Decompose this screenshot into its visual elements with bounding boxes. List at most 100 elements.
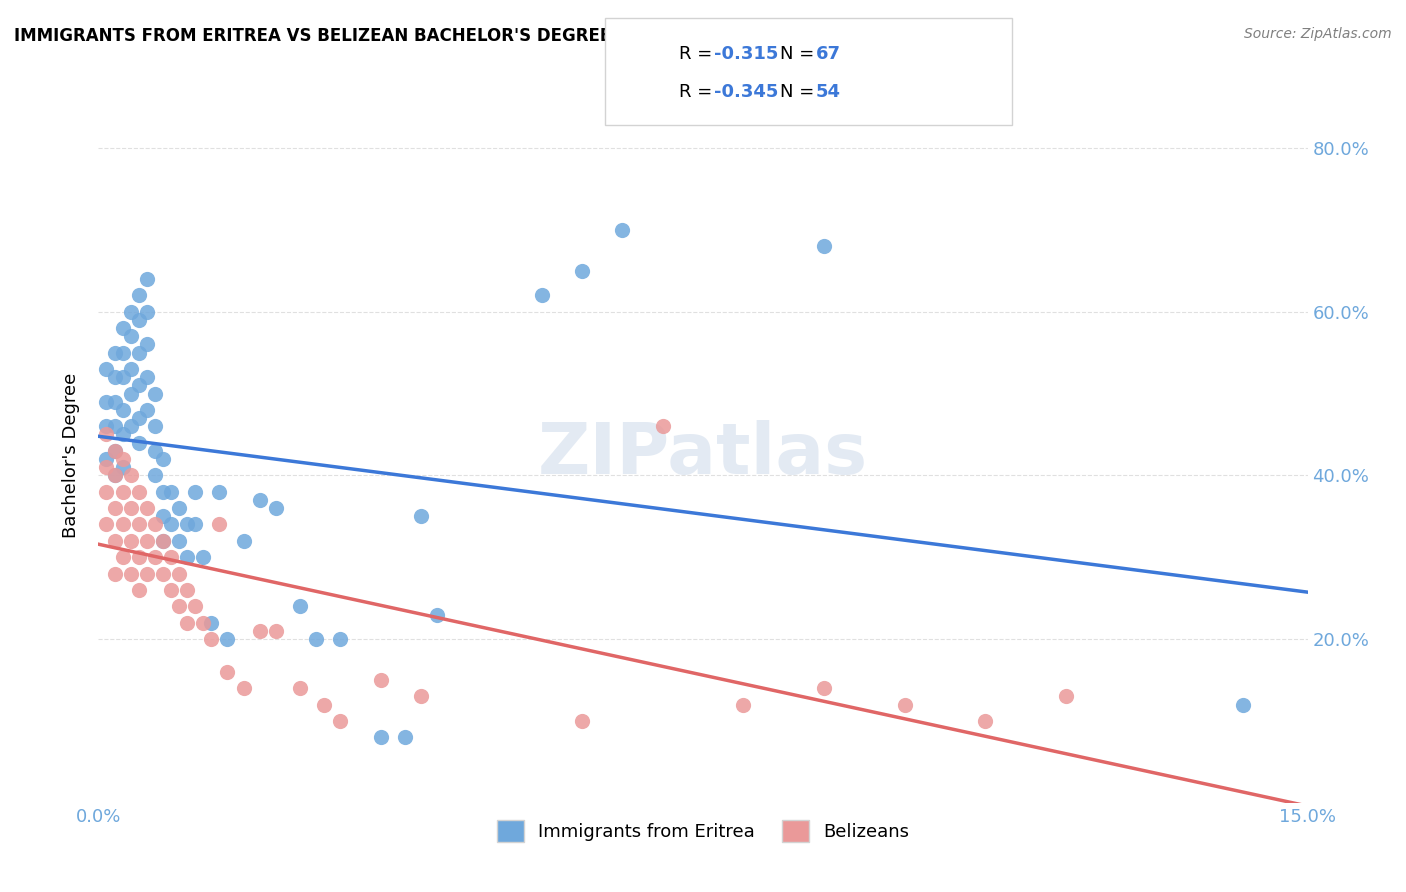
Point (288, 599, 311, 614)
Point (612, 223, 634, 237)
Point (96, 484, 118, 499)
Point (176, 582, 198, 597)
Point (128, 313, 150, 327)
Point (167, 599, 190, 614)
Point (264, 501, 287, 516)
Point (1054, 690, 1077, 704)
Point (96, 362, 118, 376)
Point (143, 419, 166, 434)
Point (232, 681, 254, 696)
Point (120, 501, 142, 516)
Point (103, 345, 125, 359)
Point (143, 386, 166, 401)
Point (135, 304, 157, 318)
Text: N =: N = (780, 45, 820, 62)
Text: R =: R = (679, 45, 718, 62)
Point (200, 615, 222, 630)
Point (120, 329, 142, 343)
Point (111, 460, 134, 475)
Text: Source: ZipAtlas.com: Source: ZipAtlas.com (1244, 27, 1392, 41)
Point (103, 443, 125, 458)
Point (96, 394, 118, 409)
Point (974, 714, 997, 728)
Point (813, 681, 835, 696)
Point (128, 288, 150, 302)
Point (571, 264, 593, 278)
Point (217, 632, 239, 646)
Point (135, 337, 157, 351)
Text: IMMIGRANTS FROM ERITREA VS BELIZEAN BACHELOR'S DEGREE CORRELATION CHART: IMMIGRANTS FROM ERITREA VS BELIZEAN BACH… (14, 27, 817, 45)
Point (111, 550, 134, 565)
Point (264, 624, 287, 638)
Point (184, 484, 207, 499)
Point (152, 484, 174, 499)
Point (200, 632, 222, 646)
Point (1232, 698, 1254, 712)
Point (571, 714, 593, 728)
Point (208, 484, 231, 499)
Point (208, 517, 231, 532)
Point (217, 665, 239, 679)
Point (893, 698, 915, 712)
Point (128, 582, 150, 597)
Point (143, 443, 166, 458)
Point (111, 403, 134, 417)
Point (733, 698, 755, 712)
Point (128, 345, 150, 359)
Point (103, 443, 125, 458)
Point (96, 452, 118, 467)
Point (103, 419, 125, 434)
Point (176, 615, 198, 630)
Point (135, 533, 157, 548)
Point (409, 690, 432, 704)
Point (160, 517, 183, 532)
Point (128, 411, 150, 425)
Point (314, 698, 336, 712)
Point (135, 501, 157, 516)
Point (651, 419, 673, 434)
Point (152, 452, 174, 467)
Point (184, 599, 207, 614)
Point (249, 492, 271, 507)
Point (111, 484, 134, 499)
Text: N =: N = (780, 83, 820, 101)
Point (167, 533, 190, 548)
Point (128, 517, 150, 532)
Point (111, 345, 134, 359)
Point (96, 427, 118, 442)
Point (152, 533, 174, 548)
Point (103, 533, 125, 548)
Point (152, 566, 174, 581)
Point (111, 370, 134, 384)
Point (111, 427, 134, 442)
Point (813, 239, 835, 253)
Point (111, 321, 134, 335)
Point (143, 468, 166, 483)
Text: ZIPatlas: ZIPatlas (538, 420, 868, 490)
Point (143, 550, 166, 565)
Point (120, 362, 142, 376)
Point (193, 615, 215, 630)
Point (232, 533, 254, 548)
Point (370, 673, 392, 687)
Text: -0.345: -0.345 (714, 83, 779, 101)
Point (135, 566, 157, 581)
Point (120, 386, 142, 401)
Point (167, 501, 190, 516)
Point (111, 452, 134, 467)
Point (160, 550, 183, 565)
Point (103, 370, 125, 384)
Point (184, 517, 207, 532)
Point (120, 533, 142, 548)
Point (176, 517, 198, 532)
Point (120, 419, 142, 434)
Point (152, 533, 174, 548)
Point (135, 403, 157, 417)
Point (103, 566, 125, 581)
Point (96, 419, 118, 434)
Point (120, 566, 142, 581)
Point (409, 509, 432, 524)
Point (135, 272, 157, 286)
Point (96, 517, 118, 532)
Point (120, 468, 142, 483)
